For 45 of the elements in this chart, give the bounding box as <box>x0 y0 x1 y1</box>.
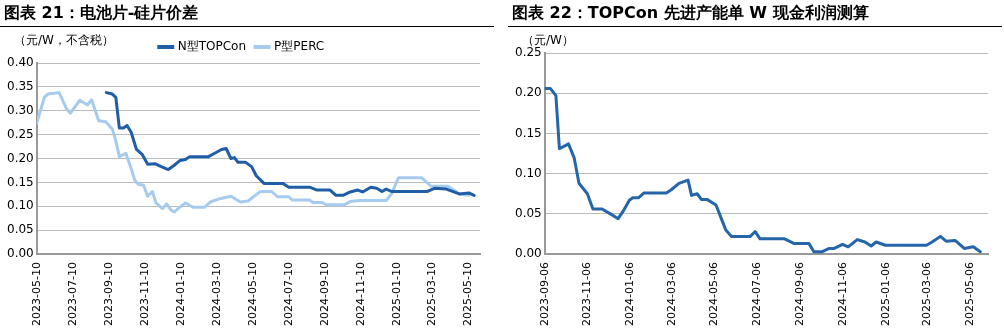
x-tick-label: 2024-01-06 <box>622 262 636 327</box>
y-tick-label: 0.10 <box>7 198 34 213</box>
x-tick-label: 2024-09-06 <box>793 262 807 327</box>
x-tick-label: 2024-07-06 <box>750 262 764 327</box>
x-tick-label: 2025-03-10 <box>425 262 439 327</box>
x-tick-label: 2024-05-10 <box>245 262 259 327</box>
y-tick-label: 0.00 <box>515 246 542 261</box>
x-tick-label: 2024-11-10 <box>354 262 368 327</box>
y-axis-title: （元/W） <box>522 32 574 48</box>
y-tick-label: 0.30 <box>7 102 34 117</box>
x-tick-label: 2025-03-06 <box>920 262 934 327</box>
y-tick-label: 0.05 <box>515 205 542 220</box>
x-tick-label: 2024-05-06 <box>707 262 721 327</box>
x-tick-label: 2024-03-06 <box>664 262 678 327</box>
y-tick-label: 0.20 <box>515 85 542 100</box>
legend-label: P型PERC <box>274 39 325 54</box>
y-tick-label: 0.15 <box>7 174 34 189</box>
x-tick-label: 2024-09-10 <box>318 262 332 327</box>
x-tick-label: 2023-11-06 <box>580 262 594 327</box>
x-tick-label: 2025-05-10 <box>461 262 475 327</box>
y-tick-label: 0.00 <box>7 246 34 261</box>
x-tick-label: 2025-01-06 <box>878 262 892 327</box>
chart-title: 图表 22：TOPCon 先进产能单 W 现金利润测算 <box>508 0 1002 27</box>
x-tick-label: 2025-05-06 <box>962 262 976 327</box>
y-tick-label: 0.25 <box>7 126 34 141</box>
y-tick-label: 0.25 <box>515 45 542 60</box>
x-tick-label: 2024-11-06 <box>836 262 850 327</box>
y-tick-label: 0.40 <box>7 55 34 70</box>
chart-title: 图表 21：电池片-硅片价差 <box>0 0 494 27</box>
legend-label: N型TOPCon <box>177 39 247 54</box>
y-tick-label: 0.10 <box>515 165 542 180</box>
x-tick-label: 2023-05-10 <box>29 262 43 327</box>
x-tick-label: 2023-11-10 <box>138 262 152 327</box>
y-tick-label: 0.20 <box>7 150 34 165</box>
x-tick-label: 2023-09-06 <box>537 262 551 327</box>
y-axis-title: （元/W，不含税） <box>14 32 114 49</box>
y-tick-label: 0.05 <box>7 222 34 237</box>
x-tick-label: 2024-03-10 <box>209 262 223 327</box>
x-tick-label: 2024-07-10 <box>281 262 295 327</box>
x-tick-label: 2024-01-10 <box>174 262 188 327</box>
x-tick-label: 2023-07-10 <box>65 262 79 327</box>
x-tick-label: 2023-09-10 <box>102 262 116 327</box>
y-tick-label: 0.15 <box>515 125 542 140</box>
y-tick-label: 0.35 <box>7 79 34 94</box>
x-tick-label: 2025-01-10 <box>390 262 404 327</box>
